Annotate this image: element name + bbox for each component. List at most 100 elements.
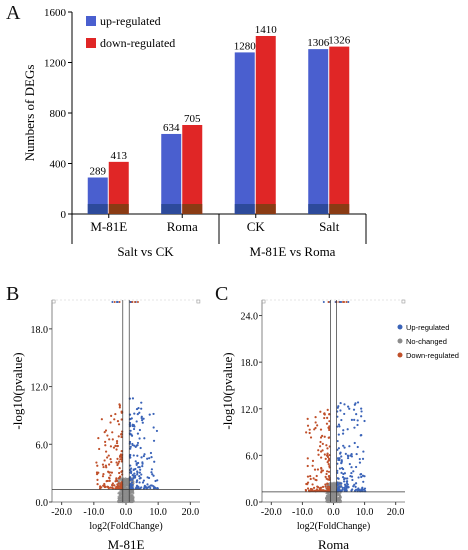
data-point-down-regulated (311, 459, 315, 462)
data-point-down-regulated (315, 479, 318, 482)
data-point-up-regulated (346, 428, 349, 431)
y-tick-label: 0.0 (36, 498, 49, 509)
data-point-up-regulated (146, 476, 149, 479)
data-point-up-regulated (356, 488, 360, 491)
bar-base-shade (108, 204, 129, 214)
legend-label: down-regulated (100, 36, 175, 50)
bar (182, 124, 203, 214)
data-point-up-regulated (356, 423, 359, 427)
legend-label: No-changed (406, 337, 447, 346)
data-point-down-regulated (113, 418, 116, 421)
data-point-down-regulated (111, 431, 114, 434)
data-point-down-regulated (108, 463, 111, 466)
data-point-down-regulated (110, 471, 113, 474)
data-point-up-regulated (145, 487, 148, 490)
data-point-down-regulated (103, 485, 106, 489)
data-point-up-regulated (350, 471, 353, 475)
data-point-down-regulated (110, 460, 113, 464)
data-point-up-regulated (343, 446, 346, 449)
data-point-no-changed (331, 485, 335, 488)
data-point-up-regulated (350, 489, 353, 492)
data-point-up-regulated (337, 423, 341, 426)
data-point-ceiling (136, 301, 139, 303)
data-point-up-regulated (352, 470, 355, 473)
data-point-up-regulated (360, 433, 363, 437)
data-point-down-regulated (324, 483, 327, 486)
data-point-up-regulated (341, 486, 344, 490)
data-point-up-regulated (340, 462, 343, 465)
data-point-up-regulated (356, 401, 360, 404)
data-point-up-regulated (132, 477, 135, 480)
data-point-up-regulated (355, 452, 358, 456)
data-point-up-regulated (338, 485, 341, 488)
data-point-down-regulated (305, 431, 308, 434)
data-point-up-regulated (141, 461, 144, 464)
data-point-no-changed (332, 481, 336, 484)
y-tick-label: 400 (50, 159, 67, 171)
data-point-up-regulated (134, 460, 137, 463)
bar (329, 46, 350, 214)
bar-base-shade (161, 204, 182, 214)
data-point-no-changed (120, 493, 123, 496)
data-point-down-regulated (116, 457, 119, 460)
data-point-up-regulated (142, 454, 145, 458)
outlier-marker (261, 299, 266, 304)
data-point-up-regulated (140, 486, 143, 489)
data-point-down-regulated (312, 477, 315, 480)
data-point-down-regulated (306, 417, 309, 420)
data-point-down-regulated (111, 486, 114, 489)
data-point-no-changed (330, 495, 333, 498)
data-point-down-regulated (108, 471, 111, 474)
data-point-up-regulated (134, 467, 137, 471)
bar-base-shade (234, 204, 255, 214)
group-label: M-81E vs Roma (250, 244, 336, 259)
y-tick-label: 24.0 (241, 312, 259, 323)
data-point-down-regulated (324, 457, 327, 460)
data-point-down-regulated (120, 450, 123, 453)
bar (308, 49, 329, 215)
legend-label: Up-regulated (406, 323, 449, 332)
data-point-up-regulated (343, 472, 347, 475)
data-point-down-regulated (314, 416, 317, 419)
data-point-down-regulated (112, 446, 116, 449)
data-point-no-changed (124, 500, 127, 503)
data-point-down-regulated (109, 445, 113, 448)
data-point-up-regulated (150, 468, 154, 471)
data-point-down-regulated (107, 454, 110, 457)
data-point-down-regulated (327, 470, 331, 473)
data-point-up-regulated (153, 460, 156, 463)
data-point-up-regulated (339, 482, 343, 485)
data-point-up-regulated (129, 456, 132, 459)
data-point-up-regulated (136, 441, 140, 445)
data-point-up-regulated (131, 487, 134, 490)
data-point-down-regulated (306, 464, 309, 468)
data-point-up-regulated (338, 425, 341, 428)
panel-label-a: A (6, 2, 21, 24)
data-point-down-regulated (319, 436, 323, 439)
data-point-up-regulated (136, 454, 139, 457)
data-point-no-changed (325, 500, 328, 503)
data-point-down-regulated (120, 433, 123, 436)
bar-data-label: 1306 (307, 37, 330, 49)
data-point-up-regulated (156, 487, 159, 490)
data-point-up-regulated (138, 411, 141, 414)
x-category-label: CK (247, 219, 266, 234)
panel-label-c: C (215, 283, 229, 305)
data-point-down-regulated (119, 486, 122, 490)
data-point-down-regulated (327, 463, 330, 466)
data-point-up-regulated (337, 405, 340, 408)
data-point-up-regulated (346, 486, 350, 489)
data-point-down-regulated (309, 477, 312, 481)
data-point-down-regulated (317, 486, 320, 489)
data-point-down-regulated (115, 485, 118, 488)
data-point-up-regulated (142, 479, 145, 482)
data-point-ceiling (342, 301, 345, 303)
data-point-down-regulated (96, 483, 99, 486)
data-point-down-regulated (106, 485, 109, 488)
data-point-up-regulated (134, 445, 137, 449)
data-point-up-regulated (138, 481, 141, 484)
data-point-up-regulated (131, 424, 134, 428)
plot-title: Roma (318, 537, 349, 550)
legend-dot (397, 324, 403, 330)
data-point-down-regulated (321, 434, 324, 438)
